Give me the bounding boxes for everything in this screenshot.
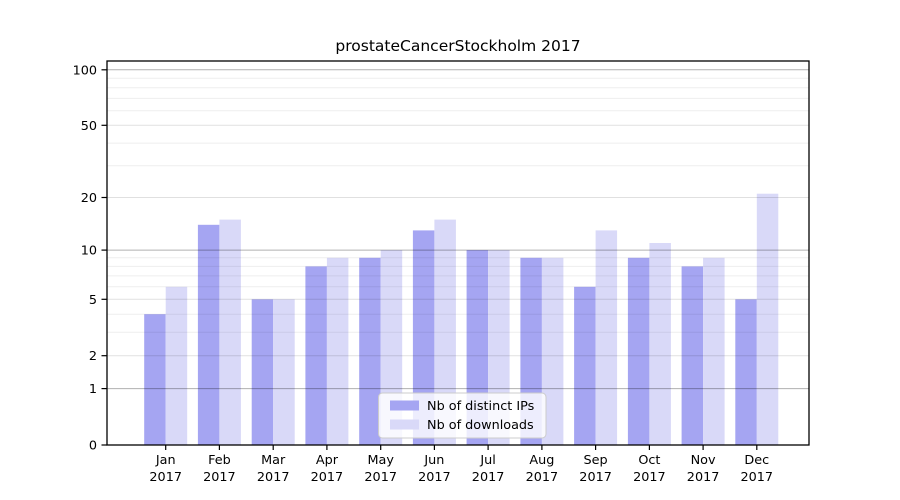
y-tick-label-5: 5 [89, 293, 97, 308]
x-tick-label-year-apr: 2017 [311, 470, 344, 485]
x-tick-label-year-mar: 2017 [257, 470, 290, 485]
x-tick-label-month-nov: Nov [691, 453, 716, 468]
bar-ips-may [359, 257, 381, 445]
bar-downloads-dec [756, 193, 779, 445]
y-tick-label-20: 20 [81, 191, 97, 206]
x-tick-label-month-dec: Dec [744, 453, 769, 468]
bar-ips-jan [144, 314, 166, 445]
x-tick-label-month-jul: Jul [479, 453, 495, 468]
chart-title: prostateCancerStockholm 2017 [335, 37, 581, 55]
x-tick-label-month-jan: Jan [155, 453, 176, 468]
x-tick-label-month-oct: Oct [638, 453, 660, 468]
x-tick-label-month-may: May [367, 453, 394, 468]
bar-ips-sep [574, 286, 596, 445]
bar-ips-oct [627, 257, 650, 445]
bar-downloads-sep [595, 230, 618, 445]
x-tick-label-year-jul: 2017 [472, 470, 505, 485]
legend-label-1: Nb of downloads [427, 418, 534, 433]
bar-ips-feb [197, 224, 220, 445]
gridlines-group [107, 69, 809, 390]
x-tick-label-month-sep: Sep [584, 453, 608, 468]
y-tick-label-50: 50 [81, 119, 97, 134]
x-tick-label-year-may: 2017 [364, 470, 397, 485]
bar-ips-jun [412, 230, 435, 445]
y-tick-label-2: 2 [89, 349, 97, 364]
y-tick-label-0: 0 [89, 439, 97, 454]
legend: Nb of distinct IPs Nb of downloads [378, 392, 547, 439]
bar-downloads-jan [165, 286, 188, 445]
bar-downloads-feb [219, 219, 241, 445]
legend-swatch-0 [390, 400, 419, 411]
bar-ips-apr [305, 266, 327, 445]
x-tick-label-year-feb: 2017 [203, 470, 236, 485]
x-tick-label-year-aug: 2017 [526, 470, 559, 485]
legend-label-0: Nb of distinct IPs [427, 399, 535, 414]
y-tick-label-100: 100 [73, 63, 97, 78]
x-tick-label-year-oct: 2017 [633, 470, 666, 485]
y-axis: 0 1 2 5 10 20 50 100 [73, 63, 107, 454]
x-tick-label-year-jun: 2017 [418, 470, 451, 485]
y-tick-label-1: 1 [89, 382, 97, 397]
bar-downloads-aug [541, 257, 564, 445]
legend-box [378, 392, 547, 439]
bar-downloads-apr [326, 257, 349, 445]
x-tick-label-month-mar: Mar [261, 453, 286, 468]
x-axis: Jan 2017 Feb 2017 Mar 2017 Apr 2017 May 2017 Jun 20… [149, 445, 773, 485]
x-tick-label-month-apr: Apr [316, 453, 339, 468]
bar-downloads-oct [649, 243, 671, 445]
bars-group [144, 193, 779, 445]
bar-downloads-nov [703, 257, 725, 445]
legend-swatch-1 [390, 419, 419, 430]
bar-downloads-jun [434, 219, 456, 445]
x-tick-label-year-jan: 2017 [149, 470, 182, 485]
bar-ips-nov [681, 266, 704, 445]
y-tick-label-10: 10 [81, 244, 97, 259]
bar-ips-mar [251, 299, 274, 445]
bar-ips-dec [735, 299, 757, 445]
x-tick-label-month-feb: Feb [208, 453, 231, 468]
x-tick-label-year-dec: 2017 [741, 470, 774, 485]
plot-border [106, 60, 810, 446]
x-tick-label-year-sep: 2017 [579, 470, 612, 485]
x-tick-label-month-jun: Jun [423, 453, 444, 468]
x-tick-label-month-aug: Aug [529, 453, 554, 468]
bar-downloads-mar [273, 299, 295, 445]
x-tick-label-year-nov: 2017 [687, 470, 720, 485]
